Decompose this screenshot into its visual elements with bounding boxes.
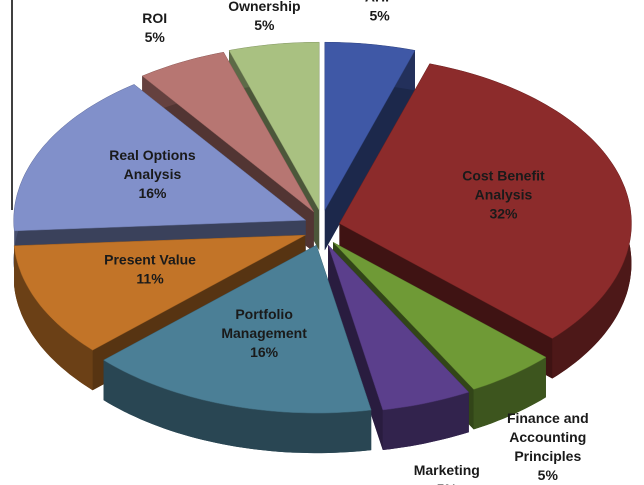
slice-label-line: Principles — [514, 448, 581, 464]
slice-edge — [328, 244, 383, 450]
slice-label-line: Portfolio — [235, 306, 293, 322]
slice-value-label: 5% — [254, 17, 275, 33]
slice-label-line: Real Options — [109, 147, 196, 163]
slice-edge — [324, 50, 415, 251]
slice-label-line: AHP — [365, 0, 395, 5]
slice-label: Real Options Analysis — [109, 147, 196, 182]
slice-label: Marketing — [414, 462, 480, 478]
slice — [13, 84, 307, 232]
slice-label-line: Analysis — [124, 166, 182, 182]
slice-value-label: 11% — [136, 270, 164, 286]
slice — [13, 234, 306, 351]
slice-value-label: 5% — [145, 29, 166, 45]
slice-label-line: Management — [221, 325, 307, 341]
slice-wall — [103, 360, 372, 454]
slice-label-line: Present Value — [104, 251, 196, 267]
slice-label-line: Analysis — [475, 186, 533, 202]
slice-wall — [473, 357, 546, 430]
slice-wall — [382, 392, 469, 450]
slice — [103, 244, 372, 414]
slice-value-label: 5% — [370, 8, 391, 24]
slice-label-line: Accounting — [509, 429, 586, 445]
slice-value-label: 16% — [250, 344, 279, 360]
slice-value-label: 32% — [489, 205, 518, 221]
slice-label: Finance and Accounting Principles — [507, 410, 589, 464]
slice — [332, 241, 547, 390]
slice-label: Cost Benefit Analysis — [462, 167, 545, 202]
slice-wall — [14, 245, 93, 391]
slice — [141, 51, 315, 213]
slice-value-label: 5% — [538, 467, 559, 483]
slice-label-line: Finance and — [507, 410, 589, 426]
slice-label: AHP — [365, 0, 395, 5]
slice-label: Present Value — [104, 251, 196, 267]
slice-label-line: ROI — [142, 10, 167, 26]
slice — [327, 244, 470, 411]
slice-label-line: Marketing — [414, 462, 480, 478]
slice-label: Portfolio Management — [221, 306, 307, 341]
slice-label: Total Cost ofOwnership — [222, 0, 307, 14]
slice — [339, 63, 632, 339]
slice-value-label: 5% — [437, 481, 458, 485]
slice-value-label: 16% — [138, 185, 167, 201]
slice — [228, 41, 320, 212]
slice-label-line: Ownership — [228, 0, 300, 14]
slice-label: ROI — [142, 10, 167, 26]
slice — [324, 41, 416, 212]
slice-label-line: Cost Benefit — [462, 167, 545, 183]
